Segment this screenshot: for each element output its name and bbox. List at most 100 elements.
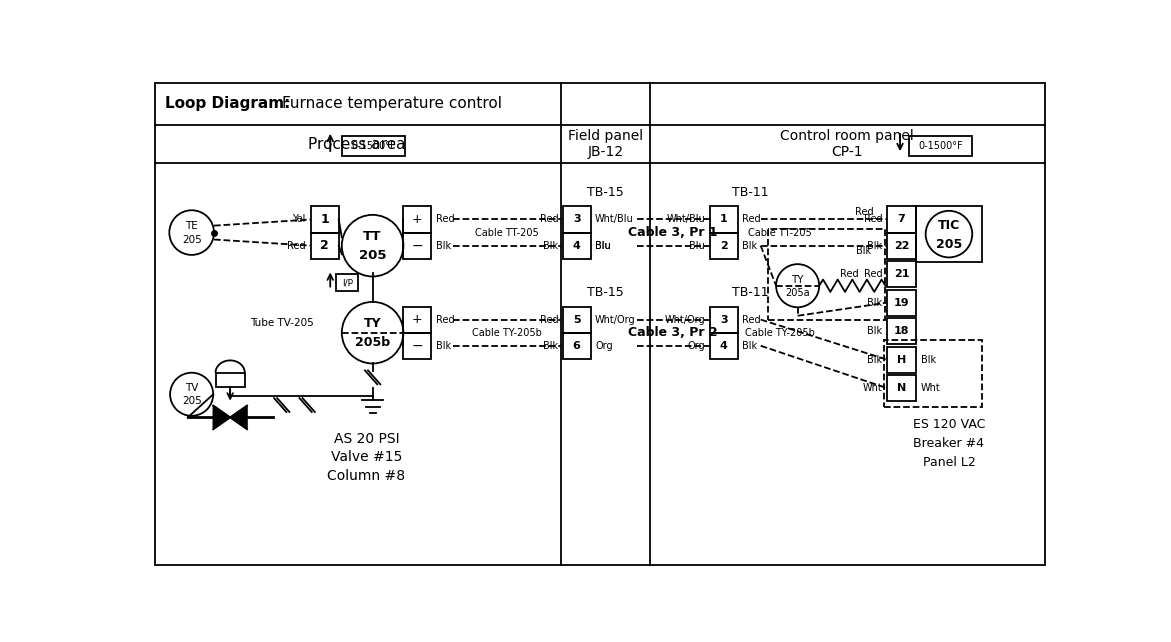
Text: Wht/Blu: Wht/Blu [666, 214, 705, 225]
Text: Process area: Process area [308, 137, 406, 152]
Text: Yel: Yel [293, 214, 306, 225]
Text: TV: TV [185, 383, 198, 393]
Text: Red: Red [742, 315, 761, 325]
Text: 7: 7 [898, 214, 905, 225]
Bar [886, 206, 916, 232]
Bar [311, 232, 338, 259]
Text: Red: Red [840, 269, 858, 279]
Text: Red: Red [287, 241, 306, 250]
Text: 4: 4 [720, 341, 727, 351]
Bar [886, 261, 916, 287]
Text: 205a: 205a [786, 288, 810, 298]
Text: H: H [897, 354, 906, 365]
Text: Cable TY-205b: Cable TY-205b [745, 327, 815, 338]
Text: TIC: TIC [938, 219, 960, 232]
Text: +: + [412, 313, 423, 326]
Text: Tube TV-205: Tube TV-205 [249, 318, 314, 329]
Text: Blk: Blk [543, 241, 559, 250]
Text: Blk: Blk [436, 241, 451, 250]
Text: Field panel
JB-12: Field panel JB-12 [568, 129, 643, 159]
Text: Wht: Wht [920, 383, 940, 393]
Text: TB-15: TB-15 [587, 286, 624, 299]
Text: Red: Red [742, 214, 761, 225]
Text: TY: TY [364, 317, 382, 330]
Text: Furnace temperature control: Furnace temperature control [282, 96, 501, 112]
Text: −: − [411, 239, 423, 253]
Bar [710, 206, 738, 232]
Text: Red: Red [855, 207, 874, 217]
Text: Red: Red [436, 214, 454, 225]
Text: Cable 3, Pr 1: Cable 3, Pr 1 [629, 226, 718, 239]
Bar [916, 206, 981, 262]
Text: Cable TT-205: Cable TT-205 [748, 227, 812, 238]
Bar [710, 333, 738, 359]
Text: TT: TT [363, 230, 382, 243]
Text: Blk: Blk [868, 241, 882, 250]
Text: Blk: Blk [742, 341, 758, 351]
Text: ES 120 VAC: ES 120 VAC [912, 418, 985, 431]
Text: 4: 4 [573, 241, 581, 250]
Text: Cable TY-205b: Cable TY-205b [472, 327, 542, 338]
Text: Cable TT-205: Cable TT-205 [475, 227, 539, 238]
Bar [884, 340, 981, 408]
Text: TB-11: TB-11 [732, 186, 769, 199]
Text: Wht/Org: Wht/Org [665, 315, 705, 325]
Text: 3: 3 [720, 315, 727, 325]
Text: Blk: Blk [868, 326, 882, 336]
Text: 205b: 205b [355, 336, 390, 349]
Bar [563, 232, 590, 259]
Text: 1: 1 [321, 213, 329, 226]
Bar [886, 347, 916, 373]
Text: Valve #15: Valve #15 [330, 451, 402, 464]
Text: Red: Red [864, 269, 882, 279]
Text: Control room panel
CP-1: Control room panel CP-1 [780, 129, 915, 159]
Text: Red: Red [436, 315, 454, 325]
Text: 205: 205 [182, 396, 201, 406]
Bar [403, 206, 431, 232]
Bar [403, 232, 431, 259]
Text: Blk: Blk [920, 354, 936, 365]
Text: −: − [411, 339, 423, 352]
Bar [910, 136, 972, 155]
Polygon shape [213, 406, 231, 429]
Text: TB-11: TB-11 [732, 286, 769, 299]
Bar [311, 206, 338, 232]
Text: Org: Org [687, 341, 705, 351]
Bar [403, 306, 431, 333]
Text: 5: 5 [573, 315, 581, 325]
Text: 205: 205 [936, 238, 963, 250]
Text: 0-1500°F: 0-1500°F [351, 141, 396, 151]
Text: TE: TE [185, 221, 198, 230]
Text: Blu: Blu [690, 241, 705, 250]
Text: 2: 2 [321, 239, 329, 252]
Text: Cable 3, Pr 2: Cable 3, Pr 2 [629, 326, 718, 339]
Polygon shape [231, 406, 247, 429]
Text: 6: 6 [573, 341, 581, 351]
Text: Red: Red [540, 315, 559, 325]
Text: Red: Red [540, 214, 559, 225]
Text: Wht/Org: Wht/Org [595, 315, 636, 325]
Bar [710, 306, 738, 333]
Bar [886, 290, 916, 316]
Bar [886, 375, 916, 401]
Text: 1: 1 [720, 214, 727, 225]
Text: Blk: Blk [868, 354, 882, 365]
Text: AS 20 PSI: AS 20 PSI [334, 432, 399, 446]
Text: Blk: Blk [742, 241, 758, 250]
Text: 21: 21 [893, 269, 910, 279]
Text: Blk: Blk [868, 298, 882, 308]
Text: 205: 205 [358, 249, 386, 262]
Text: 2: 2 [720, 241, 727, 250]
Text: TY: TY [792, 275, 804, 284]
Bar [403, 333, 431, 359]
Text: Column #8: Column #8 [328, 469, 405, 483]
Text: N: N [897, 383, 906, 393]
Bar [342, 136, 405, 155]
Bar [215, 373, 245, 386]
Text: Blk: Blk [856, 246, 871, 256]
Text: 22: 22 [893, 241, 910, 250]
Text: Blu: Blu [595, 241, 611, 250]
Text: Wht: Wht [863, 383, 882, 393]
Bar [563, 206, 590, 232]
Text: 0-1500°F: 0-1500°F [918, 141, 964, 151]
